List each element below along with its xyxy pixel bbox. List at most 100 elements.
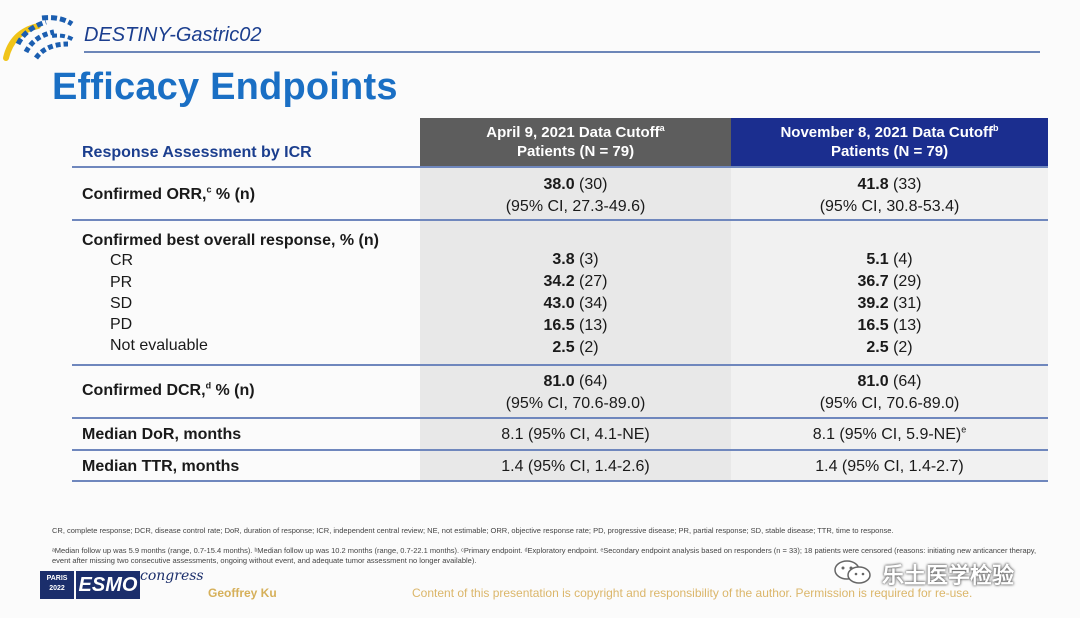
bor-item-cell-b: 5.1 (4) [731, 249, 1048, 271]
bor-item-cell-a: 43.0 (34) [420, 293, 731, 315]
bor-item-value: 3.8 [552, 251, 575, 268]
efficacy-table: Response Assessment by ICR April 9, 2021… [72, 118, 1048, 482]
page-title: Efficacy Endpoints [52, 66, 398, 108]
bor-item-value: 2.5 [866, 339, 889, 356]
dcr-cell-b: 81.0 (64) (95% CI, 70.6-89.0) [731, 371, 1048, 415]
bor-item-cell-b: 39.2 (31) [731, 293, 1048, 315]
ttr-label: Median TTR, months [82, 458, 240, 475]
header-divider [84, 51, 1040, 53]
bor-item-value: 5.1 [866, 251, 889, 268]
footnote-marker: d [205, 380, 212, 391]
bor-item-n: (3) [574, 251, 599, 268]
bor-item-cell-a: 3.8 (3) [420, 249, 731, 271]
destiny-logo [3, 15, 76, 61]
dcr-n-a: (64) [574, 373, 608, 390]
column-b-background [731, 166, 1048, 482]
bor-item-label: PR [110, 274, 133, 291]
bor-item-label: Not evaluable [110, 337, 208, 354]
column-a-background [420, 166, 731, 482]
bor-item-value: 16.5 [543, 317, 575, 334]
dcr-ci-b: (95% CI, 70.6-89.0) [819, 395, 960, 412]
column-header-april-2021: April 9, 2021 Data Cutoffa Patients (N =… [420, 118, 731, 166]
esmo-congress-logo: PARIS 2022 ESMO congress [40, 568, 204, 602]
bor-item-value: 43.0 [543, 295, 575, 312]
orr-value-b: 41.8 [857, 176, 889, 193]
bor-label: Confirmed best overall response, % (n) [82, 232, 379, 249]
study-name: DESTINY-Gastric02 [84, 24, 262, 46]
orr-label-text: Confirmed ORR, [82, 186, 207, 203]
dcr-ci-a: (95% CI, 70.6-89.0) [505, 395, 646, 412]
bor-item-value: 16.5 [857, 317, 889, 334]
bor-item-value: 34.2 [543, 273, 575, 290]
dor-value-a: 8.1 (95% CI, 4.1-NE) [501, 426, 650, 443]
bor-item-cell-b: 36.7 (29) [731, 271, 1048, 293]
orr-n-b: (33) [888, 176, 922, 193]
congress-year: 2022 [49, 585, 65, 592]
bor-item-cell-a: 16.5 (13) [420, 315, 731, 337]
orr-cell-a: 38.0 (30) (95% CI, 27.3-49.6) [420, 174, 731, 218]
column-header-line2: Patients (N = 79) [516, 143, 635, 160]
footnote-marker: c [206, 184, 212, 195]
dcr-value-b: 81.0 [857, 373, 889, 390]
watermark: 乐土医学检验 [832, 556, 1052, 589]
column-header-line2: Patients (N = 79) [830, 143, 949, 160]
presenter-name: Geoffrey Ku [208, 586, 277, 600]
bor-item-n: (2) [574, 339, 599, 356]
bor-item-n: (27) [574, 273, 608, 290]
orr-value-a: 38.0 [543, 176, 575, 193]
bor-item-label: CR [110, 252, 134, 269]
watermark-text: 乐土医学检验 [882, 564, 1015, 589]
bor-item-label: PD [110, 316, 133, 333]
congress-city-badge: PARIS 2022 [40, 571, 74, 599]
notes-footnote: ᵃMedian follow up was 5.9 months (range,… [52, 546, 1037, 565]
table-rule [72, 449, 1048, 451]
bor-item-n: (34) [574, 295, 608, 312]
row-header-label: Response Assessment by ICR [82, 144, 312, 161]
bor-item-n: (2) [888, 339, 913, 356]
footnote-marker: a [659, 123, 665, 133]
esmo-logo: ESMO [76, 571, 140, 599]
table-rule [72, 480, 1048, 482]
dcr-label: Confirmed DCR,d % (n) [82, 380, 255, 400]
dcr-label-suffix: % (n) [211, 382, 255, 399]
wechat-icon [834, 560, 871, 584]
footnote-marker: b [993, 123, 999, 133]
bor-item-n: (13) [574, 317, 608, 334]
dcr-cell-a: 81.0 (64) (95% CI, 70.6-89.0) [420, 371, 731, 415]
bor-item-cell-a: 34.2 (27) [420, 271, 731, 293]
ttr-value-b: 1.4 (95% CI, 1.4-2.7) [815, 458, 964, 475]
bor-item-n: (4) [888, 251, 913, 268]
column-header-line1: April 9, 2021 Data Cutoff [486, 124, 660, 141]
orr-cell-b: 41.8 (33) (95% CI, 30.8-53.4) [731, 174, 1048, 218]
table-rule [72, 166, 1048, 168]
table-rule [72, 364, 1048, 366]
ttr-value-a: 1.4 (95% CI, 1.4-2.6) [501, 458, 650, 475]
bor-item-cell-a: 2.5 (2) [420, 337, 731, 359]
dcr-label-text: Confirmed DCR, [82, 382, 206, 399]
column-header-november-2021: November 8, 2021 Data Cutoffb Patients (… [731, 118, 1048, 166]
bor-item-n: (13) [888, 317, 922, 334]
dor-label: Median DoR, months [82, 426, 242, 443]
abbreviations-footnote: CR, complete response; DCR, disease cont… [52, 526, 894, 535]
orr-n-a: (30) [574, 176, 608, 193]
congress-word: congress [140, 568, 204, 584]
bor-item-label: SD [110, 295, 133, 312]
bor-item-n: (31) [888, 295, 922, 312]
footnote-marker: e [961, 424, 967, 435]
orr-label: Confirmed ORR,c % (n) [82, 184, 256, 204]
bor-item-cell-b: 2.5 (2) [731, 337, 1048, 359]
dcr-n-b: (64) [888, 373, 922, 390]
column-header-line1: November 8, 2021 Data Cutoff [780, 124, 994, 141]
table-rule [72, 219, 1048, 221]
orr-ci-a: (95% CI, 27.3-49.6) [505, 198, 646, 215]
bor-item-value: 39.2 [857, 295, 889, 312]
orr-ci-b: (95% CI, 30.8-53.4) [819, 198, 960, 215]
bor-item-cell-b: 16.5 (13) [731, 315, 1048, 337]
congress-city: PARIS [46, 575, 68, 582]
dcr-value-a: 81.0 [543, 373, 575, 390]
copyright-notice: Content of this presentation is copyrigh… [412, 586, 973, 600]
orr-label-suffix: % (n) [211, 186, 256, 203]
bor-item-value: 36.7 [857, 273, 889, 290]
bor-item-value: 2.5 [552, 339, 575, 356]
dor-cell-b: 8.1 (95% CI, 5.9-NE)e [731, 424, 1048, 446]
